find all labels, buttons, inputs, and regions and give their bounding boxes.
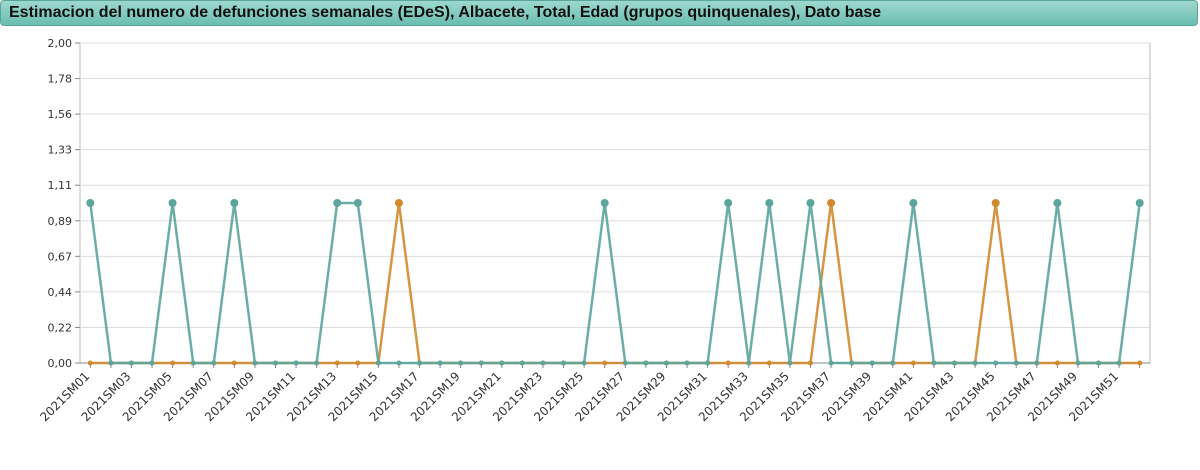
data-point <box>1054 360 1060 366</box>
data-point <box>519 360 525 366</box>
data-point <box>1096 360 1102 366</box>
data-point <box>1135 199 1144 207</box>
series-2 <box>86 199 1144 366</box>
data-point <box>705 360 711 366</box>
data-point <box>972 360 978 366</box>
series-line <box>89 201 1141 365</box>
y-tick-label: 0,22 <box>48 321 73 334</box>
data-point <box>375 360 381 366</box>
line-chart: 0,00 0,22 0,44 0,67 0,89 1,11 1,33 1,56 1,78 2,00… <box>37 37 1151 424</box>
data-point <box>725 360 731 366</box>
data-point <box>807 360 813 366</box>
data-point <box>622 360 628 366</box>
data-point <box>663 360 669 366</box>
data-point <box>499 360 505 366</box>
data-point <box>334 360 340 366</box>
data-point <box>170 360 176 366</box>
data-point <box>211 360 217 366</box>
y-tick-label: 0,44 <box>48 286 73 299</box>
data-point <box>1013 360 1019 366</box>
data-point <box>869 360 875 366</box>
data-point <box>314 360 320 366</box>
data-point <box>396 360 402 366</box>
data-point <box>806 199 815 207</box>
plot-area <box>79 42 1151 364</box>
data-point <box>828 360 834 366</box>
data-point <box>87 360 93 366</box>
data-point <box>684 360 690 366</box>
data-point <box>910 360 916 366</box>
data-point <box>1034 360 1040 366</box>
data-point <box>108 360 114 366</box>
data-point <box>293 360 299 366</box>
data-point <box>766 360 772 366</box>
data-point <box>993 360 999 366</box>
y-tick-label: 1,78 <box>48 73 73 86</box>
data-point <box>561 360 567 366</box>
data-point <box>643 360 649 366</box>
data-point <box>86 199 95 207</box>
data-point <box>394 199 403 207</box>
data-point <box>333 199 342 207</box>
data-point <box>1075 360 1081 366</box>
data-point <box>600 199 609 207</box>
data-point <box>827 199 836 207</box>
data-point <box>765 199 774 207</box>
y-tick-label: 0,67 <box>48 250 73 263</box>
data-point <box>478 360 484 366</box>
data-point <box>272 360 278 366</box>
data-point <box>458 360 464 366</box>
data-point <box>128 360 134 366</box>
y-tick-label: 0,89 <box>48 215 73 228</box>
y-tick-label: 1,56 <box>48 108 73 121</box>
data-point <box>952 360 958 366</box>
y-tick-label: 1,11 <box>48 179 73 192</box>
y-tick-label: 1,33 <box>48 144 73 157</box>
data-point <box>355 360 361 366</box>
data-point <box>849 360 855 366</box>
y-tick-label: 0,00 <box>48 357 73 370</box>
data-point <box>231 360 237 366</box>
data-point <box>1137 360 1143 366</box>
data-point <box>1053 199 1062 207</box>
data-point <box>417 360 423 366</box>
data-point <box>581 360 587 366</box>
data-point <box>909 199 918 207</box>
data-point <box>787 360 793 366</box>
data-point <box>230 199 239 207</box>
data-point <box>931 360 937 366</box>
data-point <box>890 360 896 366</box>
data-point <box>437 360 443 366</box>
chart-title-bar: Estimacion del numero de defunciones sem… <box>0 0 1198 26</box>
data-point <box>540 360 546 366</box>
chart-title: Estimacion del numero de defunciones sem… <box>9 4 882 21</box>
y-tick-label: 2,00 <box>48 37 73 50</box>
data-point <box>149 360 155 366</box>
data-point <box>724 199 733 207</box>
data-point <box>168 199 177 207</box>
data-point <box>746 360 752 366</box>
data-point <box>602 360 608 366</box>
data-point <box>190 360 196 366</box>
data-point <box>1116 360 1122 366</box>
data-point <box>353 199 362 207</box>
data-point <box>991 199 1000 207</box>
data-point <box>252 360 258 366</box>
